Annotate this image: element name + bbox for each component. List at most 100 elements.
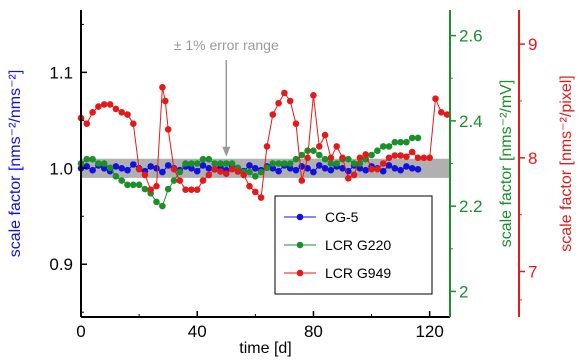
data-point: [374, 165, 381, 173]
data-point: [316, 151, 323, 159]
data-point: [362, 151, 370, 158]
data-point: [292, 166, 300, 174]
annotation-text: ± 1% error range: [174, 37, 279, 53]
data-point: [327, 166, 335, 174]
data-point: [408, 148, 416, 156]
data-point: [170, 165, 178, 173]
data-point: [159, 168, 166, 176]
data-point: [321, 131, 329, 139]
data-point: [170, 177, 178, 184]
data-point: [426, 154, 434, 162]
left-y-tick-label: 0.9: [49, 255, 73, 274]
data-point: [356, 154, 364, 162]
data-point: [414, 134, 422, 142]
data-point: [118, 109, 125, 116]
data-point: [118, 165, 125, 172]
right-mv-tick-label: 2: [459, 282, 468, 301]
data-point: [100, 160, 108, 167]
data-point: [414, 166, 422, 173]
data-point: [252, 188, 259, 196]
data-point: [275, 167, 282, 175]
data-point: [298, 163, 306, 170]
data-point: [391, 138, 399, 146]
data-point: [188, 160, 195, 167]
data-point: [205, 165, 213, 172]
data-point: [333, 143, 341, 150]
right-axis-pixel-title: scale factor [nms⁻²/pixel]: [558, 75, 575, 252]
left-y-tick-label: 1.0: [49, 159, 73, 178]
data-point: [403, 138, 410, 146]
data-point: [176, 168, 184, 176]
data-point: [89, 155, 96, 163]
data-point: [223, 160, 230, 167]
data-point: [414, 154, 422, 162]
data-point: [95, 160, 102, 167]
annotation-arrowhead: [222, 146, 231, 157]
x-tick-label: 120: [415, 322, 443, 341]
data-point: [385, 154, 393, 162]
data-point: [368, 165, 375, 173]
legend-label: LCR G949: [325, 265, 391, 281]
left-axis-title: scale factor [nms⁻²/nms⁻²]: [7, 70, 24, 258]
data-point: [304, 147, 311, 154]
right-mv-tick-label: 2.6: [459, 27, 483, 46]
data-point: [223, 170, 230, 177]
data-point: [106, 101, 114, 108]
data-point: [391, 152, 399, 159]
data-point: [356, 165, 364, 172]
data-point: [252, 173, 259, 180]
data-point: [316, 162, 323, 169]
data-point: [304, 165, 311, 172]
data-point: [339, 165, 346, 172]
data-point: [124, 111, 131, 118]
data-point: [135, 181, 143, 189]
data-point: [112, 105, 120, 113]
data-point: [310, 92, 317, 99]
data-point: [339, 154, 346, 162]
data-point: [281, 160, 288, 167]
data-point: [130, 181, 137, 189]
legend-entry: CG-5: [284, 209, 359, 225]
data-point: [159, 84, 166, 91]
data-point: [124, 166, 131, 174]
data-point: [135, 165, 143, 173]
data-point: [153, 198, 160, 206]
right-pixel-tick-label: 7: [528, 263, 537, 282]
data-point: [234, 168, 242, 175]
data-point: [205, 171, 213, 179]
data-point: [188, 186, 195, 193]
series-layer: [77, 84, 451, 210]
data-point: [124, 181, 131, 189]
data-point: [368, 151, 375, 159]
data-point: [252, 165, 259, 172]
data-point: [193, 167, 201, 175]
data-point: [182, 186, 189, 193]
right-pixel-tick-label: 8: [528, 149, 537, 168]
data-point: [141, 185, 149, 193]
data-point: [193, 186, 201, 193]
data-point: [83, 155, 91, 163]
data-point: [228, 160, 236, 167]
legend-marker: [296, 269, 304, 277]
data-point: [292, 155, 300, 163]
legend-marker: [296, 241, 304, 249]
data-point: [89, 109, 96, 116]
legend-entry: LCR G949: [284, 265, 391, 281]
data-point: [246, 162, 253, 169]
data-point: [391, 165, 399, 172]
data-point: [176, 177, 184, 184]
data-point: [188, 165, 195, 172]
ticks-layer: 0 40 80 120 0.9 1.0 1.1 2 2.2 2.4 2.6 7 8 9: [49, 23, 537, 341]
data-point: [403, 163, 410, 170]
data-point: [205, 155, 213, 163]
data-point: [263, 143, 271, 150]
data-point: [246, 182, 253, 190]
data-point: [281, 89, 288, 97]
x-axis-title: time [d]: [239, 340, 291, 357]
data-point: [159, 202, 166, 210]
data-point: [211, 165, 218, 173]
data-point: [83, 120, 91, 127]
data-point: [379, 143, 387, 150]
data-point: [228, 165, 236, 173]
